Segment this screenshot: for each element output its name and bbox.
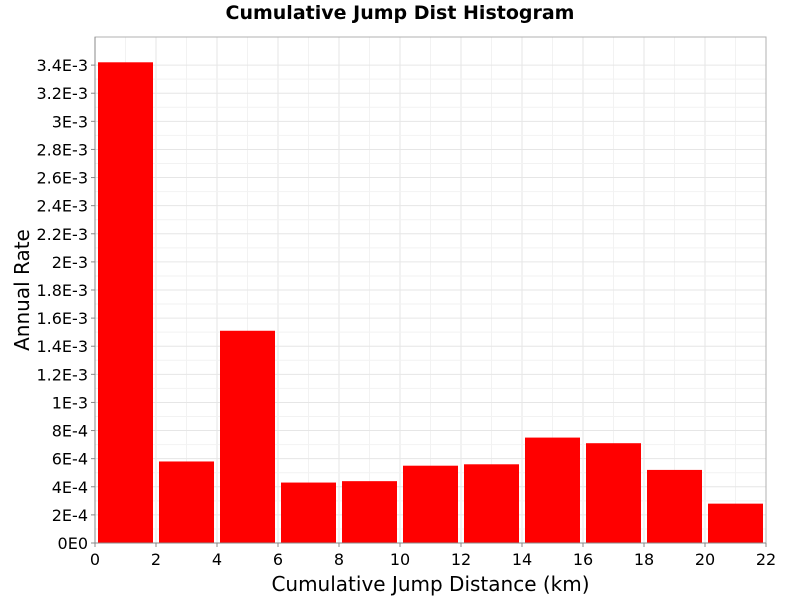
x-tick-label: 20: [695, 550, 715, 569]
y-tick-label: 8E-4: [52, 422, 88, 441]
histogram-bar-0: [98, 62, 153, 544]
y-tick-label: 1.2E-3: [36, 365, 88, 384]
y-tick-label: 1.6E-3: [36, 309, 88, 328]
y-tick-label: 0E0: [58, 534, 88, 553]
y-tick-label: 1E-3: [52, 393, 88, 412]
grid-lines: [94, 37, 767, 544]
histogram-bar-10: [708, 503, 763, 543]
x-tick-label: 22: [756, 550, 776, 569]
axes: [91, 37, 767, 547]
histogram-bar-7: [525, 437, 580, 543]
y-tick-label: 1.4E-3: [36, 337, 88, 356]
x-tick-label: 2: [151, 550, 161, 569]
x-tick-label: 0: [90, 550, 100, 569]
histogram-bar-8: [586, 443, 641, 543]
x-tick-label: 8: [334, 550, 344, 569]
histogram-bar-6: [464, 464, 519, 543]
y-tick-label: 6E-4: [52, 450, 88, 469]
histogram-bar-5: [403, 465, 458, 543]
x-tick-label: 14: [512, 550, 532, 569]
x-tick-label: 4: [212, 550, 222, 569]
x-axis-title: Cumulative Jump Distance (km): [271, 572, 589, 596]
x-tick-label: 10: [390, 550, 410, 569]
y-tick-label: 3.2E-3: [36, 84, 88, 103]
y-tick-label: 3E-3: [52, 112, 88, 131]
y-axis-title: Annual Rate: [10, 229, 34, 351]
y-tick-label: 2E-3: [52, 253, 88, 272]
y-tick-label: 2.6E-3: [36, 169, 88, 188]
y-tick-label: 2E-4: [52, 506, 88, 525]
histogram-bar-4: [342, 481, 397, 543]
chart-title: Cumulative Jump Dist Histogram: [225, 2, 575, 24]
histogram-bars: [98, 62, 763, 544]
x-axis-tick-labels: 0 2 4 6 8 10 12 14 16 18 20 22: [90, 550, 776, 569]
y-tick-label: 1.8E-3: [36, 281, 88, 300]
y-tick-label: 3.4E-3: [36, 56, 88, 75]
histogram-bar-1: [159, 461, 214, 543]
y-tick-label: 2.4E-3: [36, 197, 88, 216]
x-tick-label: 12: [451, 550, 471, 569]
y-tick-label: 2.2E-3: [36, 225, 88, 244]
y-tick-label: 2.8E-3: [36, 140, 88, 159]
y-axis-tick-labels: 0E0 2E-4 4E-4 6E-4 8E-4 1E-3 1.2E-3 1.4E-3 1.6E-…: [36, 56, 88, 553]
histogram-bar-3: [281, 482, 336, 543]
y-tick-label: 4E-4: [52, 478, 88, 497]
histogram-bar-9: [647, 469, 702, 543]
x-tick-label: 16: [573, 550, 593, 569]
x-tick-label: 18: [634, 550, 654, 569]
x-tick-label: 6: [273, 550, 283, 569]
histogram-bar-2: [220, 330, 275, 543]
